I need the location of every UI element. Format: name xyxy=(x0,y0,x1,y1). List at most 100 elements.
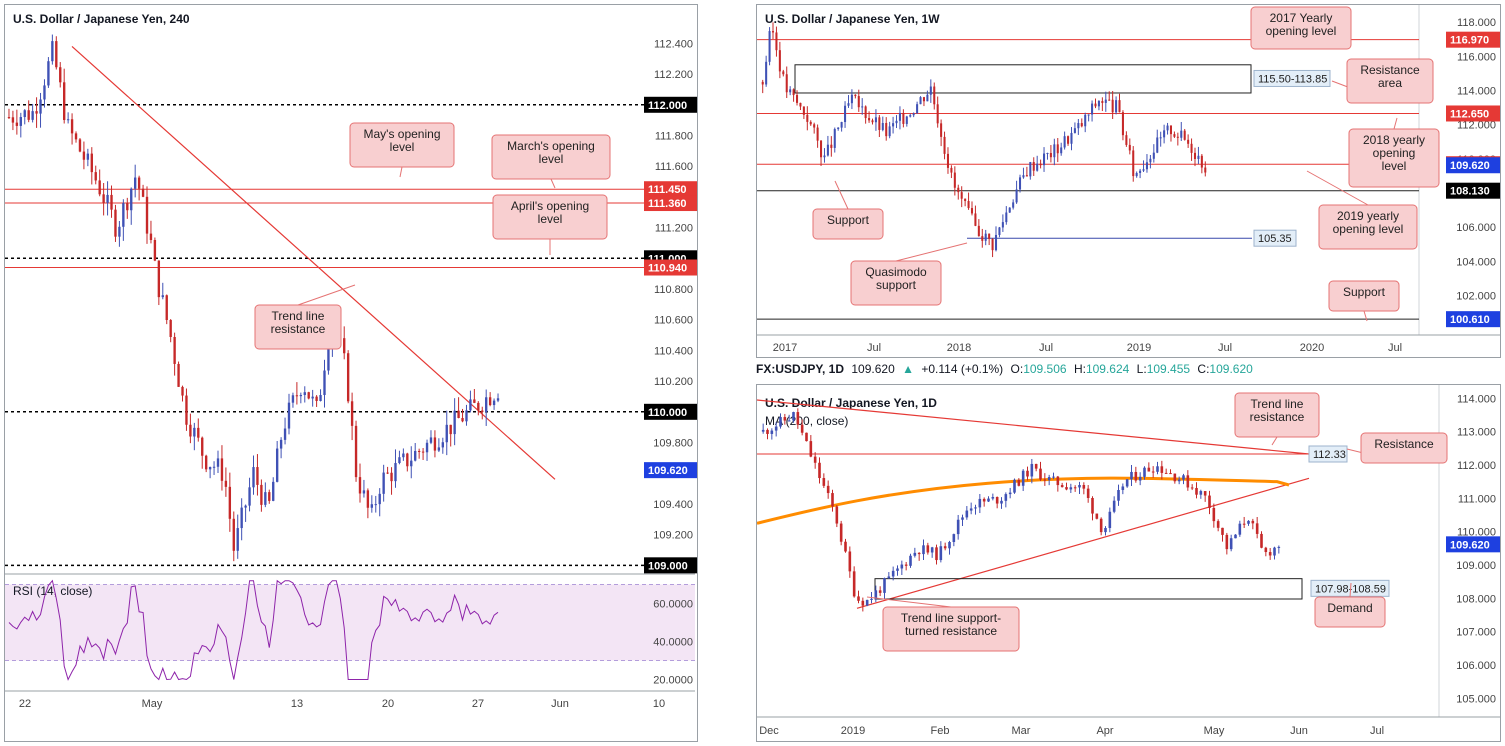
chart-240-candle xyxy=(362,490,366,494)
y-tick-label: 109.200 xyxy=(653,530,693,542)
chart-1w-candle xyxy=(854,94,857,97)
level-111.450-badge: 111.450 xyxy=(648,184,687,196)
y-tick-label: 112.400 xyxy=(654,38,693,50)
chart-panel-1d[interactable]: U.S. Dollar / Japanese Yen, 1D MA (200, c… xyxy=(756,384,1501,742)
y-tick-label: 116.000 xyxy=(1457,51,1496,63)
y-tick-label: 110.200 xyxy=(654,376,693,388)
callout-support-lower-box xyxy=(1328,280,1400,312)
chart-1w-candle xyxy=(1149,158,1152,163)
rsi-band xyxy=(5,584,695,661)
chart-1d-candle xyxy=(896,568,899,571)
chart-1w-candle xyxy=(1001,222,1004,228)
chart-240-candle xyxy=(122,203,125,227)
chart-1w-candle xyxy=(919,97,922,105)
chart-1w-candle xyxy=(795,95,799,103)
chart-1d-candle xyxy=(1221,527,1224,535)
chart-panel-1w[interactable]: U.S. Dollar / Japanese Yen, 1W 118.000 116… xyxy=(756,4,1501,358)
last-price: 109.620 xyxy=(851,362,895,376)
chart-240-candle xyxy=(268,492,271,501)
chart-1d-candle xyxy=(766,429,769,434)
x-tick-label: 10 xyxy=(653,698,665,710)
chart-240-candle xyxy=(307,392,310,399)
chart-1d-candle xyxy=(874,590,878,599)
chart-240-candle xyxy=(39,99,42,114)
chart-240-candle xyxy=(303,392,306,396)
chart-1d-candle xyxy=(1143,467,1146,477)
chart-1w-candle xyxy=(1022,175,1025,178)
chart-1d-candle xyxy=(1190,487,1194,489)
callout-may-opening-text: level xyxy=(390,140,415,154)
chart-1d-candle xyxy=(1208,495,1211,508)
chart-1w-candle xyxy=(943,136,946,154)
chart-1w-title: U.S. Dollar / Japanese Yen, 1W xyxy=(765,12,940,26)
chart-1d-candle xyxy=(861,600,865,606)
chart-240-candle xyxy=(433,437,437,451)
chart-1d-candle xyxy=(935,547,938,561)
callout-demand-box xyxy=(1314,596,1386,628)
y-tick-label: 109.000 xyxy=(1456,560,1496,572)
y-tick-label: 111.200 xyxy=(655,223,693,235)
chart-1w-candle xyxy=(837,127,840,130)
y-tick-label: 109.800 xyxy=(653,438,693,450)
chart-1d-candle xyxy=(1264,547,1268,553)
x-tick-label: May xyxy=(142,698,163,710)
chart-1d-candle xyxy=(917,552,921,555)
close-label: C: xyxy=(1197,362,1210,376)
chart-1d-candle xyxy=(1008,492,1012,495)
chart-1d-candle xyxy=(792,412,795,421)
chart-1d-candle xyxy=(1229,538,1233,550)
chart-240-candle xyxy=(465,410,468,422)
chart-1w-candle xyxy=(1008,207,1011,213)
chart-240-candle xyxy=(343,338,346,354)
chart-1d-candle xyxy=(1065,487,1068,490)
axis-bg xyxy=(695,5,697,741)
chart-240-candle xyxy=(86,153,90,160)
chart-240-candle xyxy=(406,453,409,467)
y-tick-label: 111.600 xyxy=(655,161,693,173)
chart-1d-candle xyxy=(848,551,852,572)
chart-1d-candle xyxy=(1112,500,1116,512)
chart-1w-candle xyxy=(765,61,768,85)
callout-support-w-pointer xyxy=(834,180,849,210)
chart-240-candle xyxy=(414,450,417,461)
chart-1w-svg[interactable]: U.S. Dollar / Japanese Yen, 1W 118.000 116… xyxy=(757,5,1500,357)
chart-1d-svg[interactable]: U.S. Dollar / Japanese Yen, 1D MA (200, c… xyxy=(757,385,1500,741)
chart-1d-candle xyxy=(974,507,977,509)
chart-1w-candle xyxy=(1187,139,1190,144)
low-label: L: xyxy=(1136,362,1147,376)
chart-1w-candle xyxy=(1204,167,1207,173)
chart-1w-candle xyxy=(970,208,974,214)
callout-march-opening-box xyxy=(491,134,611,180)
chart-240-candle xyxy=(126,203,129,211)
chart-240-candle xyxy=(59,67,62,83)
chart-1w-candle xyxy=(1156,137,1159,153)
chart-1w-candle xyxy=(1104,99,1107,103)
chart-1d-candle xyxy=(1173,473,1177,482)
callout-quasimodo-text: support xyxy=(876,278,917,292)
chart-240-candle xyxy=(70,119,74,134)
chart-1d-candle xyxy=(922,545,925,555)
chart-240-candle xyxy=(374,504,377,506)
chart-1w-candle xyxy=(957,187,960,193)
chart-240-candle xyxy=(477,402,480,411)
chart-1w-candle xyxy=(799,102,802,107)
chart-1d-candle xyxy=(1052,476,1055,478)
chart-240-svg[interactable]: U.S. Dollar / Japanese Yen, 240 112.400 11… xyxy=(5,5,697,741)
chart-240-candle xyxy=(7,117,11,119)
chart-1d-candle xyxy=(1099,518,1103,533)
chart-1w-candle xyxy=(1125,135,1128,145)
chart-1w-candle xyxy=(1111,99,1114,113)
chart-240-candle xyxy=(398,457,401,464)
chart-panel-240[interactable]: U.S. Dollar / Japanese Yen, 240 112.400 11… xyxy=(4,4,698,742)
chart-1w-candle xyxy=(1163,130,1166,138)
chart-1d-candle xyxy=(857,596,860,601)
chart-240-candle xyxy=(382,472,385,494)
level-109.000-badge: 109.000 xyxy=(648,560,688,572)
chart-1d-candle xyxy=(835,506,839,524)
chart-1w-candle xyxy=(1121,112,1124,136)
chart-1d-candle xyxy=(1004,494,1008,501)
chart-240-candle xyxy=(256,467,259,485)
chart-1d-candle xyxy=(1212,507,1216,522)
chart-240-candle xyxy=(130,188,133,211)
chart-1w-candle xyxy=(833,129,836,148)
